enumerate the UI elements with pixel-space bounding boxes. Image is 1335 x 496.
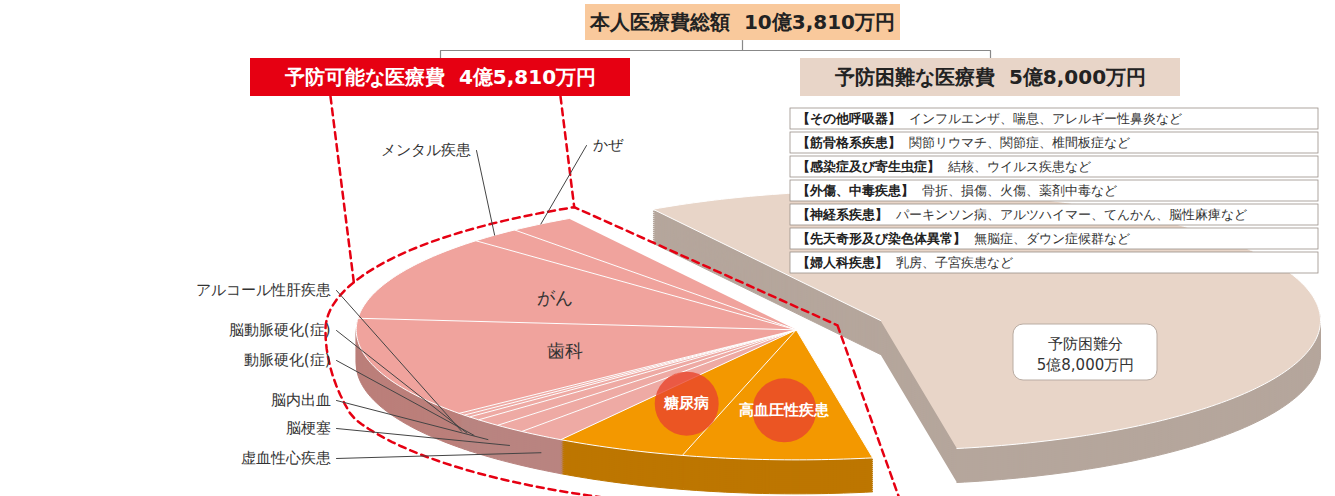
svg-text:【先天奇形及び染色体異常】: 【先天奇形及び染色体異常】 [797, 231, 966, 246]
svg-text:かぜ: かぜ [593, 136, 624, 154]
svg-text:乳房、子宮疾患など: 乳房、子宮疾患など [896, 255, 1013, 270]
svg-text:脳動脈硬化(症): 脳動脈硬化(症) [229, 321, 331, 339]
svg-text:本人医療費総額 10億3,810万円: 本人医療費総額 10億3,810万円 [589, 10, 895, 34]
svg-text:がん: がん [537, 287, 573, 308]
svg-text:糖尿病: 糖尿病 [663, 394, 709, 412]
svg-text:脳内出血: 脳内出血 [271, 391, 331, 409]
svg-text:骨折、損傷、火傷、薬剤中毒など: 骨折、損傷、火傷、薬剤中毒など [922, 183, 1117, 198]
svg-text:歯科: 歯科 [547, 340, 583, 361]
svg-text:パーキンソン病、アルツハイマー、てんかん、脳性麻痺など: パーキンソン病、アルツハイマー、てんかん、脳性麻痺など [895, 207, 1247, 222]
svg-text:高血圧性疾患: 高血圧性疾患 [739, 401, 830, 419]
svg-text:予防困難な医療費 5億8,000万円: 予防困難な医療費 5億8,000万円 [834, 65, 1146, 89]
svg-text:【その他呼吸器】: 【その他呼吸器】 [797, 111, 901, 126]
svg-text:結核、ウイルス疾患など: 結核、ウイルス疾患など [947, 159, 1091, 174]
svg-text:関節リウマチ、関節症、椎間板症など: 関節リウマチ、関節症、椎間板症など [909, 135, 1130, 150]
svg-text:【筋骨格系疾患】: 【筋骨格系疾患】 [797, 135, 901, 150]
svg-text:【婦人科疾患】: 【婦人科疾患】 [797, 255, 888, 270]
svg-text:虚血性心疾患: 虚血性心疾患 [241, 449, 331, 467]
svg-text:予防困難分5億8,000万円: 予防困難分5億8,000万円 [1037, 335, 1135, 374]
svg-text:アルコール性肝疾患: アルコール性肝疾患 [196, 281, 331, 299]
svg-text:【外傷、中毒疾患】: 【外傷、中毒疾患】 [797, 183, 914, 198]
svg-text:【神経系疾患】: 【神経系疾患】 [797, 207, 888, 222]
svg-text:動脈硬化(症): 動脈硬化(症) [244, 351, 331, 369]
svg-text:インフルエンザ、喘息、アレルギー性鼻炎など: インフルエンザ、喘息、アレルギー性鼻炎など [909, 111, 1182, 126]
svg-text:メンタル疾患: メンタル疾患 [381, 141, 471, 159]
svg-text:予防可能な医療費 4億5,810万円: 予防可能な医療費 4億5,810万円 [284, 65, 596, 89]
svg-text:無脳症、ダウン症候群など: 無脳症、ダウン症候群など [974, 231, 1130, 246]
svg-text:脳梗塞: 脳梗塞 [286, 419, 331, 437]
svg-text:【感染症及び寄生虫症】: 【感染症及び寄生虫症】 [797, 159, 940, 174]
